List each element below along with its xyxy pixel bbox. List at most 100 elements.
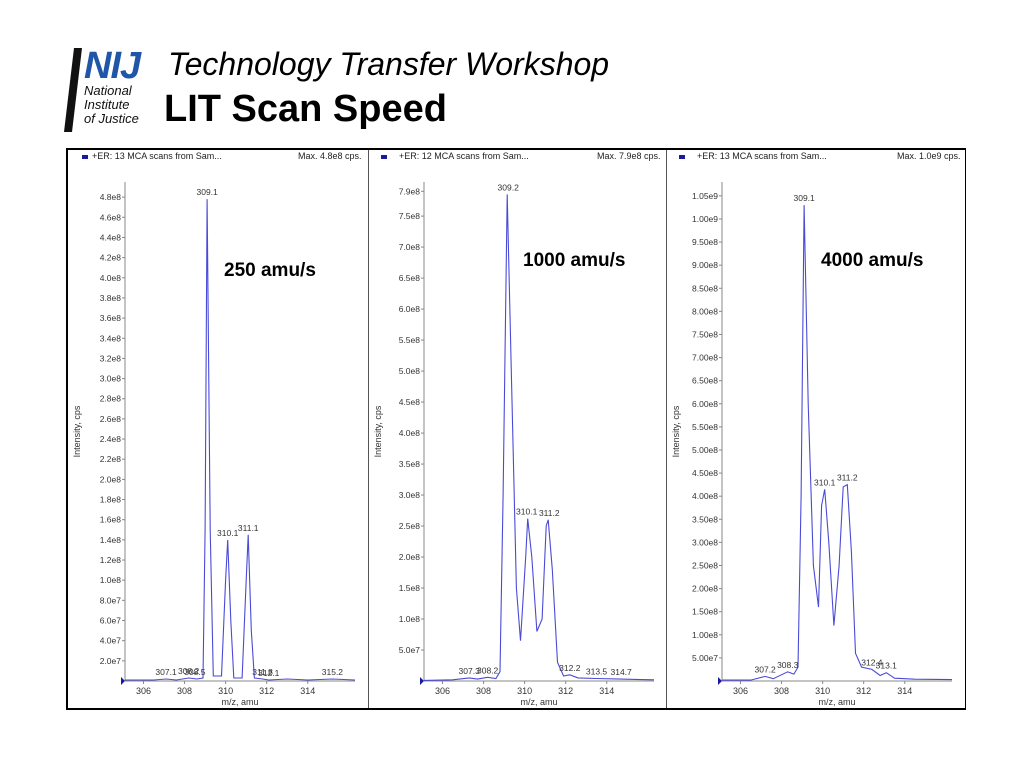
y-tick-label: 2.50e8 (692, 560, 718, 570)
y-tick-label: 6.0e8 (399, 304, 421, 314)
spectrum-chart-1: 5.0e7 1.0e8 1.5e8 2.0e8 2.5e8 3.0e8 3.5e8 4.0e8… (373, 182, 655, 707)
x-tick-label: 310 (218, 686, 233, 696)
y-tick-label: 5.50e8 (692, 422, 718, 432)
y-axis-label: Intensity, cps (671, 405, 681, 457)
peak-label: 311.8 (252, 667, 273, 677)
y-tick-label: 4.5e8 (399, 397, 421, 407)
peak-label: 308.3 (777, 660, 799, 670)
baseline-marker-icon (121, 677, 125, 685)
peak-label: 311.2 (539, 508, 560, 518)
y-tick-label: 4.8e8 (100, 192, 122, 202)
y-tick-label: 1.00e9 (692, 214, 718, 224)
x-tick-label: 312 (856, 686, 871, 696)
page-title: LIT Scan Speed (164, 88, 447, 130)
peak-label: 307.3 (459, 666, 481, 676)
peak-label: 314.7 (611, 667, 633, 677)
y-tick-label: 1.6e8 (100, 515, 122, 525)
y-tick-label: 3.8e8 (100, 293, 122, 303)
peak-label: 309.1 (794, 193, 816, 203)
peak-label: 307.1 (155, 667, 177, 677)
x-tick-label: 308 (774, 686, 789, 696)
y-tick-label: 2.2e8 (100, 454, 122, 464)
x-tick-label: 306 (435, 686, 450, 696)
y-tick-label: 1.8e8 (100, 495, 122, 505)
peak-label: 315.2 (322, 667, 344, 677)
panel-marker-icon (679, 155, 685, 159)
peak-label: 308.2 (178, 666, 200, 676)
panel-marker-icon (381, 155, 387, 159)
x-axis-label: m/z, amu (818, 697, 855, 707)
x-tick-label: 312 (259, 686, 274, 696)
y-tick-label: 2.0e8 (399, 552, 421, 562)
y-tick-label: 4.6e8 (100, 212, 122, 222)
peak-label: 312.1 (258, 668, 280, 678)
x-axis-label: m/z, amu (520, 697, 557, 707)
spectrum-panel-4000: +ER: 13 MCA scans from Sam... Max. 1.0e9… (666, 150, 965, 708)
x-tick-label: 314 (300, 686, 315, 696)
y-tick-label: 1.00e8 (692, 630, 718, 640)
y-tick-label: 1.0e8 (100, 575, 122, 585)
y-tick-label: 3.50e8 (692, 514, 718, 524)
panel-max-text: Max. 4.8e8 cps. (298, 151, 362, 161)
y-tick-label: 1.05e9 (692, 191, 718, 201)
y-tick-label: 3.6e8 (100, 313, 122, 323)
y-tick-label: 7.9e8 (399, 186, 421, 196)
y-tick-label: 3.2e8 (100, 353, 122, 363)
logo-text: NIJ (84, 45, 141, 87)
y-tick-label: 3.5e8 (399, 459, 421, 469)
y-tick-label: 5.0e8 (399, 366, 421, 376)
baseline-marker-icon (718, 677, 722, 685)
y-tick-label: 8.0e7 (100, 595, 122, 605)
y-tick-label: 6.5e8 (399, 273, 421, 283)
y-tick-label: 3.00e8 (692, 537, 718, 547)
x-tick-label: 310 (517, 686, 532, 696)
logo-sub-line: of Justice (84, 111, 139, 126)
x-tick-label: 308 (177, 686, 192, 696)
baseline-marker-icon (420, 677, 424, 685)
y-tick-label: 3.4e8 (100, 333, 122, 343)
nij-logo: NIJ National Institute of Justice (64, 46, 160, 134)
y-tick-label: 2.8e8 (100, 394, 122, 404)
y-tick-label: 4.00e8 (692, 491, 718, 501)
spectrum-chart-2: 5.00e7 1.00e8 1.50e8 2.00e8 2.50e8 3.00e8 3.50… (671, 182, 953, 707)
y-tick-label: 2.5e8 (399, 521, 421, 531)
peak-label: 307.2 (754, 664, 776, 674)
x-tick-label: 306 (733, 686, 748, 696)
panel-max-text: Max. 1.0e9 cps. (897, 151, 961, 161)
y-tick-label: 9.50e8 (692, 237, 718, 247)
y-tick-label: 4.0e7 (100, 636, 122, 646)
x-tick-label: 306 (136, 686, 151, 696)
peak-label: 308.5 (184, 667, 206, 677)
workshop-subtitle: Technology Transfer Workshop (168, 46, 610, 82)
spectrum-trace (423, 194, 655, 681)
spectrum-trace (125, 199, 356, 681)
x-tick-label: 312 (558, 686, 573, 696)
y-tick-label: 2.4e8 (100, 434, 122, 444)
y-tick-label: 5.5e8 (399, 335, 421, 345)
peak-label: 311.2 (837, 473, 858, 483)
spectra-frame: +ER: 13 MCA scans from Sam... Max. 4.8e8… (66, 148, 966, 710)
y-tick-label: 1.2e8 (100, 555, 122, 565)
y-axis-label: Intensity, cps (72, 405, 82, 457)
panel-marker-icon (82, 155, 88, 159)
x-tick-label: 314 (897, 686, 912, 696)
y-tick-label: 7.0e8 (399, 242, 421, 252)
peak-label: 310.1 (217, 528, 239, 538)
peak-label: 309.1 (197, 187, 219, 197)
y-axis-label: Intensity, cps (373, 405, 383, 457)
spectrum-panel-1000: +ER: 12 MCA scans from Sam... Max. 7.9e8… (368, 150, 667, 708)
y-tick-label: 1.0e8 (399, 614, 421, 624)
y-tick-label: 6.50e8 (692, 376, 718, 386)
y-tick-label: 6.00e8 (692, 399, 718, 409)
spectrum-trace (722, 205, 953, 681)
y-tick-label: 1.4e8 (100, 535, 122, 545)
x-tick-label: 310 (815, 686, 830, 696)
spectrum-panel-250: +ER: 13 MCA scans from Sam... Max. 4.8e8… (68, 150, 368, 708)
peak-label: 308.2 (477, 665, 499, 675)
y-tick-label: 1.50e8 (692, 607, 718, 617)
scan-speed-label: 250 amu/s (224, 260, 316, 281)
logo-sub-line: National (84, 83, 132, 98)
y-tick-label: 7.00e8 (692, 353, 718, 363)
y-tick-label: 2.0e8 (100, 474, 122, 484)
scan-speed-label: 4000 amu/s (821, 250, 924, 271)
